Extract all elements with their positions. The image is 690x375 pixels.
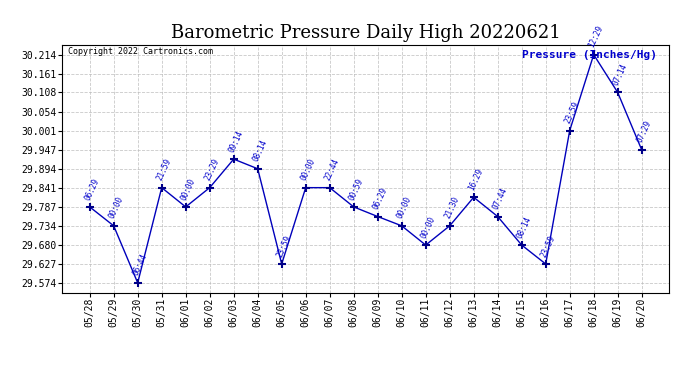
Text: 08:14: 08:14	[250, 138, 268, 163]
Text: 12:29: 12:29	[586, 24, 604, 49]
Text: 00:00: 00:00	[179, 177, 197, 201]
Text: 06:29: 06:29	[371, 186, 388, 211]
Text: 22:44: 22:44	[323, 158, 341, 182]
Text: 06:44: 06:44	[131, 252, 148, 278]
Text: 06:29: 06:29	[83, 177, 101, 201]
Text: 21:59: 21:59	[155, 158, 172, 182]
Text: 23:59: 23:59	[275, 234, 293, 258]
Text: 00:59: 00:59	[347, 177, 365, 201]
Text: 00:00: 00:00	[107, 195, 125, 220]
Title: Barometric Pressure Daily High 20220621: Barometric Pressure Daily High 20220621	[171, 24, 560, 42]
Text: 07:14: 07:14	[611, 62, 629, 87]
Text: 00:00: 00:00	[299, 158, 317, 182]
Text: 16:29: 16:29	[466, 167, 484, 192]
Text: 23:29: 23:29	[203, 158, 221, 182]
Text: 23:59: 23:59	[563, 100, 581, 125]
Text: Pressure (Inches/Hg): Pressure (Inches/Hg)	[522, 50, 657, 60]
Text: 07:44: 07:44	[491, 186, 509, 211]
Text: Copyright 2022 Cartronics.com: Copyright 2022 Cartronics.com	[68, 48, 213, 57]
Text: 00:00: 00:00	[419, 215, 437, 240]
Text: 09:14: 09:14	[227, 129, 245, 154]
Text: 07:29: 07:29	[635, 120, 653, 144]
Text: 23:59: 23:59	[539, 234, 557, 258]
Text: 08:14: 08:14	[515, 215, 533, 240]
Text: 21:30: 21:30	[443, 195, 461, 220]
Text: 00:00: 00:00	[395, 195, 413, 220]
